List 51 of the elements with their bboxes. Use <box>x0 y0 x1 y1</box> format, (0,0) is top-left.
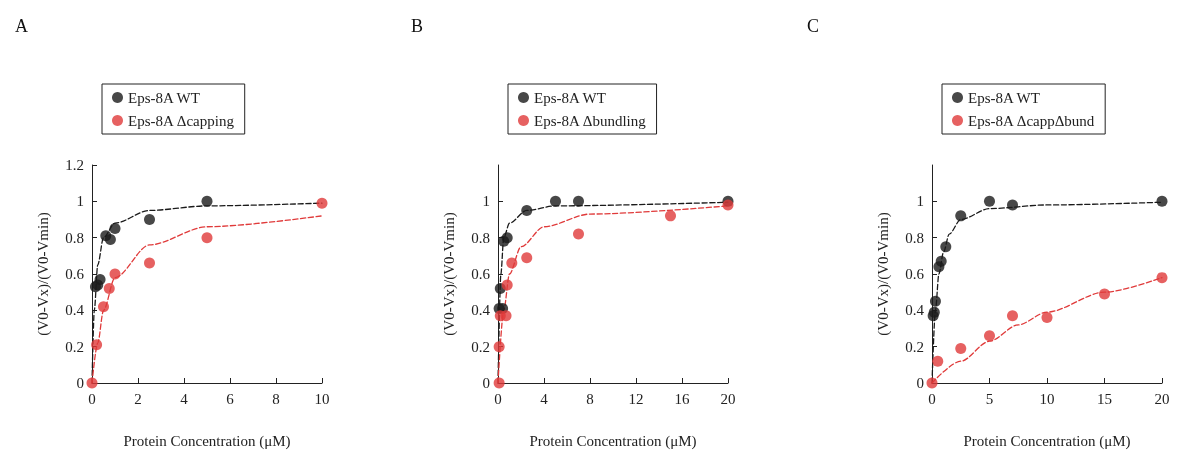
y-tick-label: 0.8 <box>65 229 84 246</box>
x-axis-title: Protein Concentration (μM) <box>529 432 697 450</box>
x-tick-label: 8 <box>272 390 280 407</box>
y-tick-label: 0 <box>482 375 490 391</box>
y-tick-label: 0.2 <box>471 338 490 355</box>
y-tick-label: 0.2 <box>65 338 84 355</box>
x-tick-label: 6 <box>226 390 235 407</box>
legend-label: Eps-8A WT <box>968 89 1040 106</box>
x-tick-label: 0 <box>88 390 96 407</box>
x-tick-label: 5 <box>985 390 994 407</box>
chart-title: C <box>807 16 820 36</box>
x-tick-label: 10 <box>1039 390 1055 407</box>
y-tick-label: 0.8 <box>471 229 490 246</box>
legend-label: Eps-8A WT <box>534 89 606 106</box>
legend-label: Eps-8A Δcapping <box>128 112 235 129</box>
x-tick-label: 2 <box>134 390 142 407</box>
x-tick-label: 4 <box>180 390 189 407</box>
y-tick-label: 0 <box>76 375 84 391</box>
y-tick-label: 0.4 <box>65 302 85 319</box>
y-tick-label: 0.6 <box>471 266 491 282</box>
y-tick-label: 0 <box>916 375 924 391</box>
y-tick-label: 1 <box>482 193 490 210</box>
x-tick-label: 0 <box>494 390 502 407</box>
chart-title: B <box>411 16 424 36</box>
y-tick-label: 0.8 <box>905 229 924 246</box>
x-tick-label: 10 <box>314 390 330 407</box>
x-tick-label: 20 <box>720 390 736 407</box>
x-tick-label: 12 <box>628 390 644 407</box>
y-axis-title: (V0-Vx)/(V0-Vmin) <box>34 212 52 336</box>
x-tick-label: 16 <box>674 390 690 407</box>
legend-label: Eps-8A WT <box>128 89 200 106</box>
y-tick-label: 0.6 <box>905 266 925 282</box>
x-tick-label: 20 <box>1154 390 1170 407</box>
y-tick-label: 0.4 <box>471 302 491 319</box>
y-axis-title: (V0-Vx)/(V0-Vmin) <box>440 212 458 336</box>
y-axis-title: (V0-Vx)/(V0-Vmin) <box>874 212 892 336</box>
legend-label: Eps-8A ΔcappΔbund <box>968 112 1095 129</box>
y-tick-label: 0.2 <box>905 338 924 355</box>
y-tick-label: 1.2 <box>65 157 84 173</box>
x-tick-label: 8 <box>586 390 594 407</box>
x-tick-label: 4 <box>540 390 549 407</box>
legend-label: Eps-8A Δbundling <box>534 112 647 129</box>
x-tick-label: 15 <box>1097 390 1112 407</box>
x-tick-label: 0 <box>928 390 936 407</box>
y-tick-label: 1 <box>76 193 84 210</box>
y-tick-label: 0.6 <box>65 266 85 282</box>
y-tick-label: 1 <box>916 193 924 210</box>
x-axis-title: Protein Concentration (μM) <box>123 432 291 450</box>
y-tick-label: 0.4 <box>905 302 925 319</box>
x-axis-title: Protein Concentration (μM) <box>963 432 1131 450</box>
chart-title: A <box>15 16 28 36</box>
